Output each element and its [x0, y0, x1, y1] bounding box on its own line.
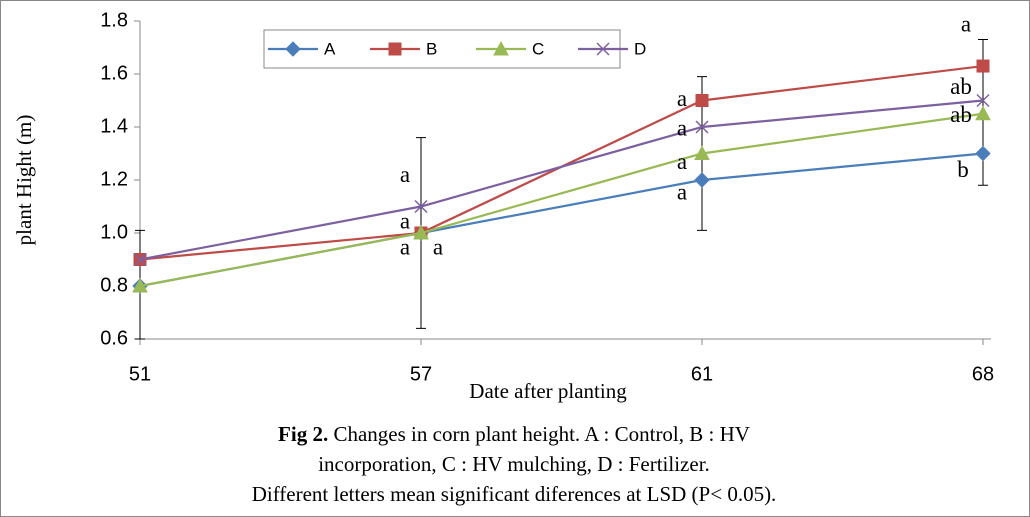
annotation: a — [677, 149, 687, 174]
legend-box — [263, 29, 621, 69]
marker — [285, 41, 301, 57]
marker — [695, 94, 709, 107]
marker — [388, 42, 402, 56]
annotation: a — [677, 179, 687, 204]
caption-label: Fig 2. — [278, 422, 328, 446]
caption-line: Different letters mean significant difer… — [252, 482, 777, 506]
y-axis-title: plant Hight (m) — [12, 115, 36, 246]
series-line — [139, 99, 984, 261]
y-tick-label: 1.2 — [100, 168, 128, 190]
marker — [414, 199, 428, 214]
caption-text: Changes in corn plant height. A : Contro… — [328, 422, 750, 446]
marker — [975, 145, 991, 162]
y-tick-label: 1.8 — [100, 9, 128, 31]
legend-label: D — [634, 39, 646, 58]
y-tick-label: 0.8 — [100, 274, 128, 296]
marker — [694, 145, 710, 160]
y-tick-label: 1.0 — [100, 221, 128, 243]
x-tick-label: 61 — [691, 363, 713, 385]
caption-line: Fig 2. Changes in corn plant height. A :… — [278, 422, 750, 446]
annotation: a — [400, 234, 410, 259]
annotation: a — [400, 162, 410, 187]
annotation: ab — [950, 74, 972, 99]
series-line — [139, 112, 984, 288]
caption-line: incorporation, C : HV mulching, D : Fert… — [318, 452, 710, 476]
annotation: ab — [950, 102, 972, 127]
legend-label: B — [426, 39, 437, 58]
annotation: a — [400, 208, 410, 233]
legend-label: A — [324, 39, 336, 58]
y-tick-label: 0.6 — [100, 327, 128, 349]
marker — [413, 224, 429, 240]
x-axis-title: Date after planting — [469, 379, 627, 403]
x-tick-label: 51 — [129, 363, 151, 385]
y-tick-label: 1.6 — [100, 62, 128, 84]
marker — [133, 252, 147, 267]
marker — [132, 277, 148, 293]
marker — [976, 59, 990, 73]
annotation: b — [957, 157, 969, 182]
annotation: a — [677, 115, 687, 140]
y-tick-label: 1.4 — [100, 115, 128, 137]
marker — [975, 105, 991, 121]
x-tick-label: 68 — [972, 363, 994, 385]
x-tick-label: 57 — [410, 363, 432, 385]
annotation: a — [677, 86, 687, 111]
marker — [976, 93, 990, 108]
legend-label: C — [532, 39, 544, 58]
marker — [493, 40, 509, 56]
marker — [596, 42, 610, 56]
annotation: a — [433, 234, 443, 259]
annotation: a — [961, 11, 971, 36]
marker — [695, 120, 709, 134]
marker — [694, 172, 710, 188]
